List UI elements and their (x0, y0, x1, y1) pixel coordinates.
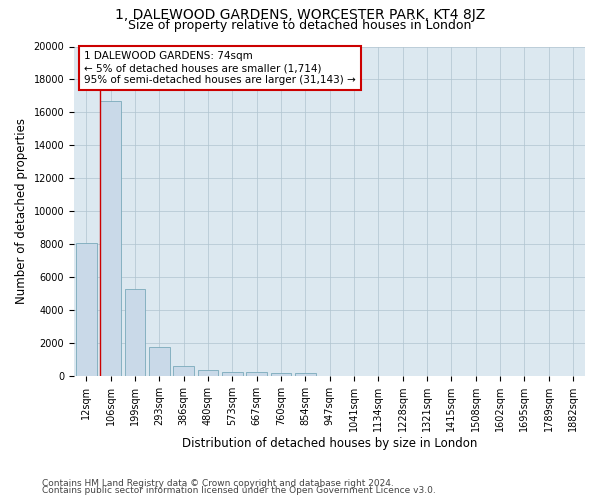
Bar (295, 374, 316, 376)
Bar (100, 101, 121, 376)
Bar (125, 289, 145, 376)
Bar (173, 366, 194, 376)
Bar (197, 370, 218, 376)
Bar (271, 373, 291, 376)
Text: Size of property relative to detached houses in London: Size of property relative to detached ho… (128, 18, 472, 32)
Text: Contains public sector information licensed under the Open Government Licence v3: Contains public sector information licen… (42, 486, 436, 495)
Bar (149, 348, 170, 376)
Y-axis label: Number of detached properties: Number of detached properties (15, 118, 28, 304)
Text: 1 DALEWOOD GARDENS: 74sqm
← 5% of detached houses are smaller (1,714)
95% of sem: 1 DALEWOOD GARDENS: 74sqm ← 5% of detach… (84, 52, 356, 84)
Bar (246, 372, 267, 376)
Bar (76, 242, 97, 376)
Text: 1, DALEWOOD GARDENS, WORCESTER PARK, KT4 8JZ: 1, DALEWOOD GARDENS, WORCESTER PARK, KT4… (115, 8, 485, 22)
Text: Contains HM Land Registry data © Crown copyright and database right 2024.: Contains HM Land Registry data © Crown c… (42, 478, 394, 488)
X-axis label: Distribution of detached houses by size in London: Distribution of detached houses by size … (182, 437, 477, 450)
Bar (222, 372, 242, 376)
